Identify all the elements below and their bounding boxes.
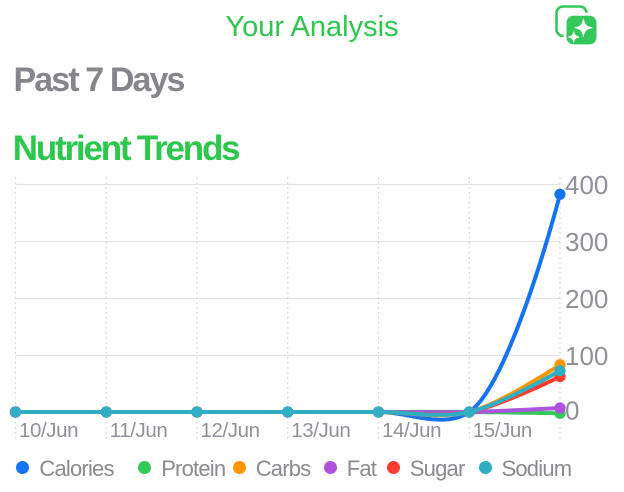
svg-text:0: 0	[565, 396, 579, 426]
svg-text:14/Jun: 14/Jun	[382, 419, 441, 442]
svg-text:12/Jun: 12/Jun	[201, 419, 260, 442]
svg-text:200: 200	[565, 284, 608, 314]
svg-text:15/Jun: 15/Jun	[473, 419, 532, 442]
svg-text:10/Jun: 10/Jun	[19, 419, 78, 442]
svg-text:11/Jun: 11/Jun	[110, 419, 168, 442]
svg-text:300: 300	[565, 227, 608, 257]
svg-text:100: 100	[565, 341, 608, 371]
svg-text:400: 400	[565, 170, 608, 200]
svg-text:13/Jun: 13/Jun	[291, 419, 350, 442]
